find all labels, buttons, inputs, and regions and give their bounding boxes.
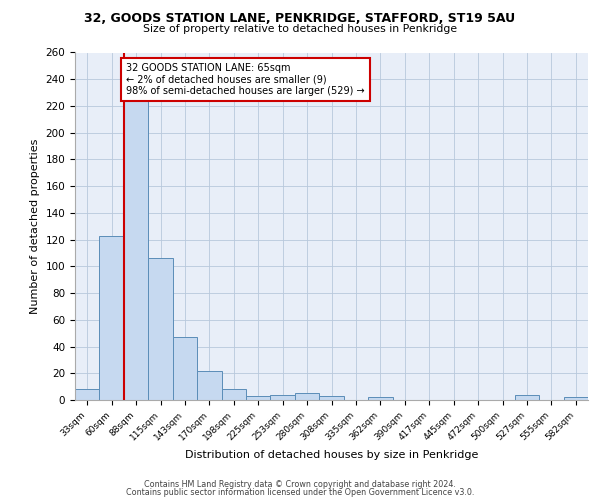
Bar [319, 396, 344, 400]
Bar [221, 390, 246, 400]
Text: Contains HM Land Registry data © Crown copyright and database right 2024.: Contains HM Land Registry data © Crown c… [144, 480, 456, 489]
Bar [197, 370, 221, 400]
Bar [148, 258, 173, 400]
X-axis label: Distribution of detached houses by size in Penkridge: Distribution of detached houses by size … [185, 450, 478, 460]
Bar [246, 396, 271, 400]
Bar [368, 398, 392, 400]
Bar [100, 236, 124, 400]
Y-axis label: Number of detached properties: Number of detached properties [30, 138, 40, 314]
Text: 32, GOODS STATION LANE, PENKRIDGE, STAFFORD, ST19 5AU: 32, GOODS STATION LANE, PENKRIDGE, STAFF… [85, 12, 515, 26]
Bar [124, 92, 148, 400]
Text: 32 GOODS STATION LANE: 65sqm
← 2% of detached houses are smaller (9)
98% of semi: 32 GOODS STATION LANE: 65sqm ← 2% of det… [127, 63, 365, 96]
Bar [75, 390, 100, 400]
Bar [271, 394, 295, 400]
Text: Size of property relative to detached houses in Penkridge: Size of property relative to detached ho… [143, 24, 457, 34]
Bar [295, 394, 319, 400]
Bar [563, 398, 588, 400]
Bar [515, 394, 539, 400]
Text: Contains public sector information licensed under the Open Government Licence v3: Contains public sector information licen… [126, 488, 474, 497]
Bar [173, 337, 197, 400]
